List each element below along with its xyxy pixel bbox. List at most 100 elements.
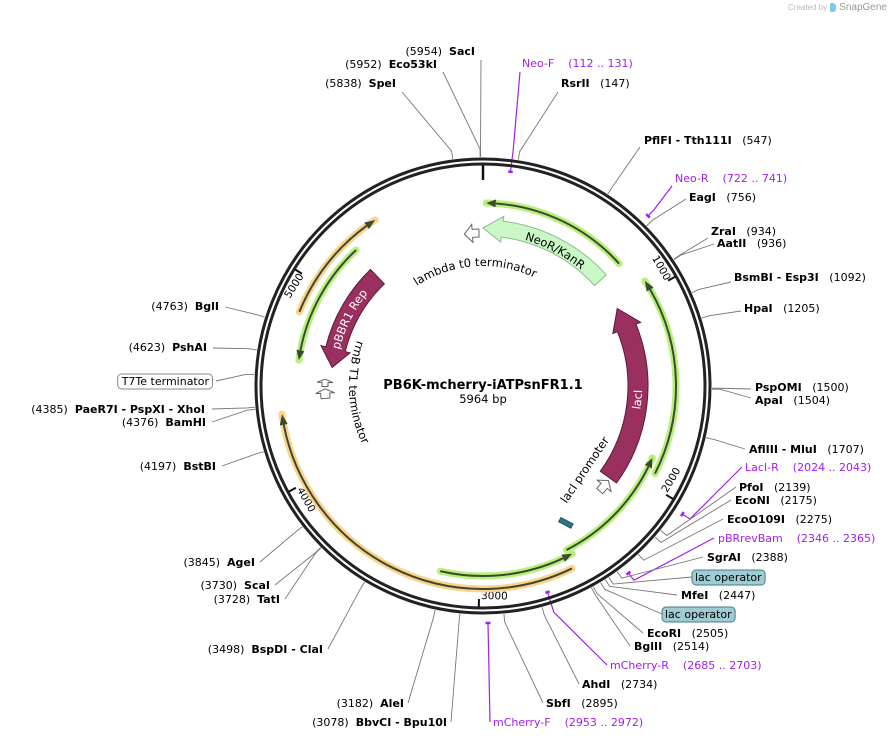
- site-name: BsmBI - Esp3I: [734, 271, 819, 284]
- site-position: (147): [600, 77, 630, 90]
- enzyme-site-label[interactable]: (5838) SpeI: [325, 77, 396, 90]
- pbbr1-rep-feature[interactable]: [320, 268, 386, 369]
- enzyme-site-label[interactable]: HpaI (1205): [744, 302, 820, 315]
- primer-label[interactable]: Neo-R (722 .. 741): [675, 172, 787, 185]
- site-connector-line: [546, 591, 608, 666]
- enzyme-site-label[interactable]: ApaI (1504): [755, 394, 830, 407]
- enzyme-site-label[interactable]: ZraI (934): [711, 225, 776, 238]
- feature-box-t7te-terminator[interactable]: T7Te terminator: [117, 373, 213, 390]
- site-name: mCherry-R: [610, 659, 669, 672]
- site-name: AhdI: [582, 678, 610, 691]
- site-name: AatII: [717, 237, 746, 250]
- feature-box-lac-operator[interactable]: lac operator: [691, 569, 766, 586]
- site-name: SacI: [449, 45, 475, 58]
- site-name: SpeI: [369, 77, 396, 90]
- enzyme-site-label[interactable]: (4385) PaeR7I - PspXI - XhoI: [31, 403, 205, 416]
- enzyme-site-label[interactable]: PspOMI (1500): [755, 381, 849, 394]
- orf-arrow-left[interactable]: [295, 246, 360, 364]
- enzyme-site-label[interactable]: (4197) BstBI: [140, 460, 216, 473]
- tick-mark: [667, 275, 676, 282]
- site-connector-line: [648, 185, 673, 216]
- enzyme-site-label[interactable]: (5952) Eco53kI: [345, 58, 437, 71]
- enzyme-site-label[interactable]: (3498) BspDI - ClaI: [208, 643, 323, 656]
- enzyme-site-label[interactable]: SgrAI (2388): [707, 551, 788, 564]
- rrnb-t1-terminator-arrow-2[interactable]: [315, 388, 335, 400]
- site-name: HpaI: [744, 302, 773, 315]
- site-connector-line: [607, 146, 641, 195]
- site-labels: (5954) SacI(5952) Eco53kI(5838) SpeINeo-…: [31, 45, 875, 729]
- enzyme-site-label[interactable]: (3730) ScaI: [200, 579, 270, 592]
- orf-arrow-bottom-orange[interactable]: [278, 410, 576, 593]
- site-name: BspDI - ClaI: [251, 643, 323, 656]
- orf-arrow-upper-left-orange[interactable]: [295, 216, 379, 316]
- primer-binding-mark: [508, 170, 513, 174]
- enzyme-site-label[interactable]: MfeI (2447): [681, 589, 755, 602]
- site-connector-line: [711, 387, 752, 390]
- site-connector-line: [711, 388, 752, 399]
- site-name: AleI: [380, 697, 404, 710]
- feature-box-lac-operator[interactable]: lac operator: [661, 606, 736, 623]
- site-name: Neo-F: [522, 57, 554, 70]
- enzyme-site-label[interactable]: BsmBI - Esp3I (1092): [734, 271, 866, 284]
- primer-label[interactable]: LacI-R (2024 .. 2043): [745, 461, 871, 474]
- enzyme-site-label[interactable]: (3845) AgeI: [183, 556, 255, 569]
- feature-box-label: lac operator: [665, 608, 732, 621]
- site-position: (547): [742, 134, 772, 147]
- site-name: EcoRI: [647, 627, 681, 640]
- enzyme-site-label[interactable]: PfoI (2139): [739, 481, 811, 494]
- enzyme-site-label[interactable]: AhdI (2734): [582, 678, 657, 691]
- site-position: (3182): [337, 697, 374, 710]
- enzyme-site-label[interactable]: RsrII (147): [561, 77, 630, 90]
- primer-binding-mark: [545, 590, 551, 594]
- site-connector-line: [284, 547, 322, 600]
- enzyme-site-label[interactable]: EcoNI (2175): [735, 494, 817, 507]
- enzyme-site-label[interactable]: EcoRI (2505): [647, 627, 728, 640]
- enzyme-site-label[interactable]: (3728) TatI: [214, 593, 280, 606]
- enzyme-site-label[interactable]: (4376) BamHI: [122, 416, 206, 429]
- site-position: (5954): [405, 45, 442, 58]
- site-connector-line: [259, 526, 303, 563]
- enzyme-site-label[interactable]: AflIII - MluI (1707): [749, 443, 864, 456]
- enzyme-site-label[interactable]: (4623) PshAI: [129, 341, 207, 354]
- site-position: (2388): [751, 551, 788, 564]
- site-name: RsrII: [561, 77, 590, 90]
- orf-arrow-right[interactable]: [641, 277, 680, 478]
- lambda-t0-terminator-arrow[interactable]: [463, 223, 480, 244]
- lac-operator-marker[interactable]: [557, 516, 574, 529]
- site-position: (3845): [183, 556, 220, 569]
- site-name: ApaI: [755, 394, 783, 407]
- primer-label[interactable]: Neo-F (112 .. 131): [522, 57, 633, 70]
- orf-arrow-top[interactable]: [482, 199, 623, 268]
- primer-label[interactable]: mCherry-R (2685 .. 2703): [610, 659, 761, 672]
- site-connector-line: [407, 609, 436, 704]
- site-connector-line: [600, 582, 663, 615]
- site-connector-line: [637, 518, 724, 561]
- site-position: (722 .. 741): [723, 172, 788, 185]
- site-position: (2175): [780, 494, 817, 507]
- site-position: (756): [726, 191, 756, 204]
- backbone-outer-strand: [254, 157, 712, 615]
- laci-feature[interactable]: [599, 307, 649, 484]
- orf-arrow-bottom[interactable]: [436, 550, 576, 580]
- primer-label[interactable]: pBRrevBam (2346 .. 2365): [718, 532, 875, 545]
- enzyme-site-label[interactable]: (5954) SacI: [405, 45, 475, 58]
- rrnb-t1-terminator-arrow-1[interactable]: [316, 378, 334, 388]
- orf-arrow-lower-right[interactable]: [563, 454, 656, 554]
- enzyme-site-label[interactable]: EcoO109I (2275): [727, 513, 832, 526]
- enzyme-site-label[interactable]: (3078) BbvCI - Bpu10I: [312, 716, 447, 729]
- site-connector-line: [616, 556, 704, 579]
- primer-label[interactable]: mCherry-F (2953 .. 2972): [493, 716, 643, 729]
- enzyme-site-label[interactable]: SbfI (2895): [546, 697, 618, 710]
- enzyme-site-label[interactable]: EagI (756): [689, 191, 756, 204]
- enzyme-site-label[interactable]: PflFI - Tth111I (547): [644, 134, 772, 147]
- tick-mark: [288, 486, 297, 493]
- enzyme-site-label[interactable]: BglII (2514): [634, 640, 709, 653]
- neor-kanr-feature[interactable]: [482, 215, 608, 287]
- site-name: ScaI: [244, 579, 270, 592]
- enzyme-site-label[interactable]: (3182) AleI: [337, 697, 404, 710]
- laci-promoter-arrow[interactable]: [595, 479, 612, 495]
- enzyme-site-label[interactable]: (4763) BglI: [151, 300, 219, 313]
- enzyme-site-label[interactable]: AatII (936): [717, 237, 786, 250]
- plasmid-name: PB6K-mcherry-iATPsnFR1.1: [383, 378, 582, 393]
